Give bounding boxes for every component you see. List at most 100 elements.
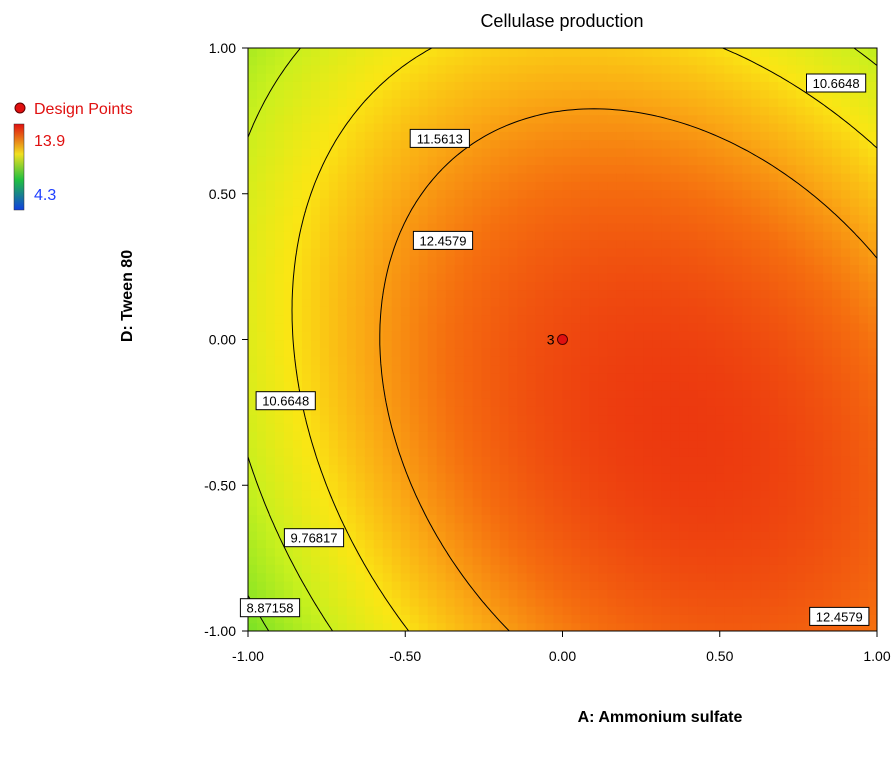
heatmap-cell [850, 506, 860, 515]
heatmap-cell [814, 189, 824, 199]
heatmap-cell [769, 506, 779, 515]
heatmap-cell [274, 506, 285, 515]
heatmap-cell [679, 381, 689, 391]
heatmap-cell [292, 472, 303, 482]
heatmap-cell [508, 272, 519, 282]
heatmap-cell [328, 597, 339, 607]
heatmap-cell [580, 97, 591, 107]
heatmap-cell [562, 606, 573, 615]
heatmap-cell [364, 489, 375, 499]
heatmap-cell [643, 181, 653, 191]
heatmap-cell [256, 356, 267, 366]
heatmap-cell [823, 439, 833, 449]
heatmap-cell [580, 372, 591, 382]
heatmap-cell [661, 156, 671, 166]
heatmap-cell [445, 481, 456, 491]
heatmap-cell [355, 539, 366, 549]
heatmap-cell [364, 147, 375, 157]
heatmap-cell [355, 564, 366, 574]
heatmap-cell [688, 272, 698, 282]
heatmap-cell [481, 497, 492, 507]
heatmap-cell [526, 48, 537, 57]
heatmap-cell [868, 289, 877, 299]
heatmap-cell [346, 489, 357, 499]
heatmap-cell [535, 197, 546, 207]
heatmap-cell [733, 64, 743, 74]
heatmap-cell [661, 581, 671, 590]
heatmap-cell [598, 247, 609, 257]
heatmap-cell [283, 431, 294, 441]
heatmap-cell [598, 556, 609, 565]
heatmap-cell [499, 372, 510, 382]
heatmap-cell [607, 447, 618, 457]
heatmap-cell [364, 431, 375, 441]
heatmap-cell [508, 247, 519, 257]
heatmap-cell [706, 48, 716, 57]
heatmap-cell [679, 331, 689, 341]
heatmap-cell [445, 572, 456, 582]
heatmap-cell [301, 314, 312, 324]
heatmap-cell [715, 364, 725, 374]
heatmap-cell [319, 147, 330, 157]
heatmap-cell [391, 347, 402, 357]
contour-label: 11.5613 [417, 131, 463, 146]
heatmap-cell [436, 114, 447, 124]
heatmap-cell [832, 381, 842, 391]
heatmap-cell [256, 564, 267, 574]
heatmap-cell [742, 139, 752, 149]
heatmap-cell [841, 339, 851, 349]
heatmap-cell [832, 447, 842, 457]
heatmap-cell [787, 314, 797, 324]
heatmap-cell [733, 289, 743, 299]
heatmap-cell [562, 106, 573, 116]
heatmap-cell [517, 247, 528, 257]
heatmap-cell [688, 289, 698, 299]
heatmap-cell [670, 131, 680, 141]
heatmap-cell [832, 256, 842, 266]
heatmap-cell [850, 556, 860, 565]
heatmap-cell [670, 297, 680, 307]
heatmap-cell [337, 206, 348, 216]
heatmap-cell [571, 331, 582, 341]
heatmap-cell [481, 456, 492, 466]
heatmap-cell [715, 539, 725, 549]
heatmap-cell [688, 572, 698, 582]
heatmap-cell [526, 539, 537, 549]
heatmap-cell [418, 214, 429, 224]
heatmap-cell [400, 497, 411, 507]
heatmap-cell [679, 364, 689, 374]
heatmap-cell [463, 431, 474, 441]
heatmap-cell [661, 81, 671, 91]
heatmap-cell [391, 181, 402, 191]
heatmap-cell [706, 247, 716, 257]
heatmap-cell [616, 289, 626, 299]
heatmap-cell [697, 89, 707, 99]
heatmap-cell [409, 114, 420, 124]
heatmap-cell [589, 297, 600, 307]
heatmap-cell [697, 264, 707, 274]
heatmap-cell [391, 114, 402, 124]
heatmap-cell [796, 514, 806, 524]
heatmap-cell [868, 564, 877, 574]
heatmap-cell [787, 214, 797, 224]
heatmap-cell [535, 231, 546, 241]
heatmap-cell [337, 339, 348, 349]
heatmap-cell [364, 439, 375, 449]
heatmap-cell [805, 239, 815, 249]
heatmap-cell [607, 397, 618, 407]
heatmap-cell [652, 372, 662, 382]
heatmap-cell [598, 231, 609, 241]
heatmap-cell [814, 397, 824, 407]
heatmap-cell [652, 281, 662, 291]
heatmap-cell [832, 547, 842, 557]
heatmap-cell [778, 606, 788, 615]
heatmap-cell [301, 289, 312, 299]
heatmap-cell [571, 397, 582, 407]
heatmap-cell [355, 456, 366, 466]
heatmap-cell [409, 97, 420, 107]
heatmap-cell [373, 622, 384, 631]
heatmap-cell [706, 614, 716, 624]
heatmap-cell [850, 547, 860, 557]
heatmap-cell [526, 131, 537, 141]
heatmap-cell [355, 381, 366, 391]
